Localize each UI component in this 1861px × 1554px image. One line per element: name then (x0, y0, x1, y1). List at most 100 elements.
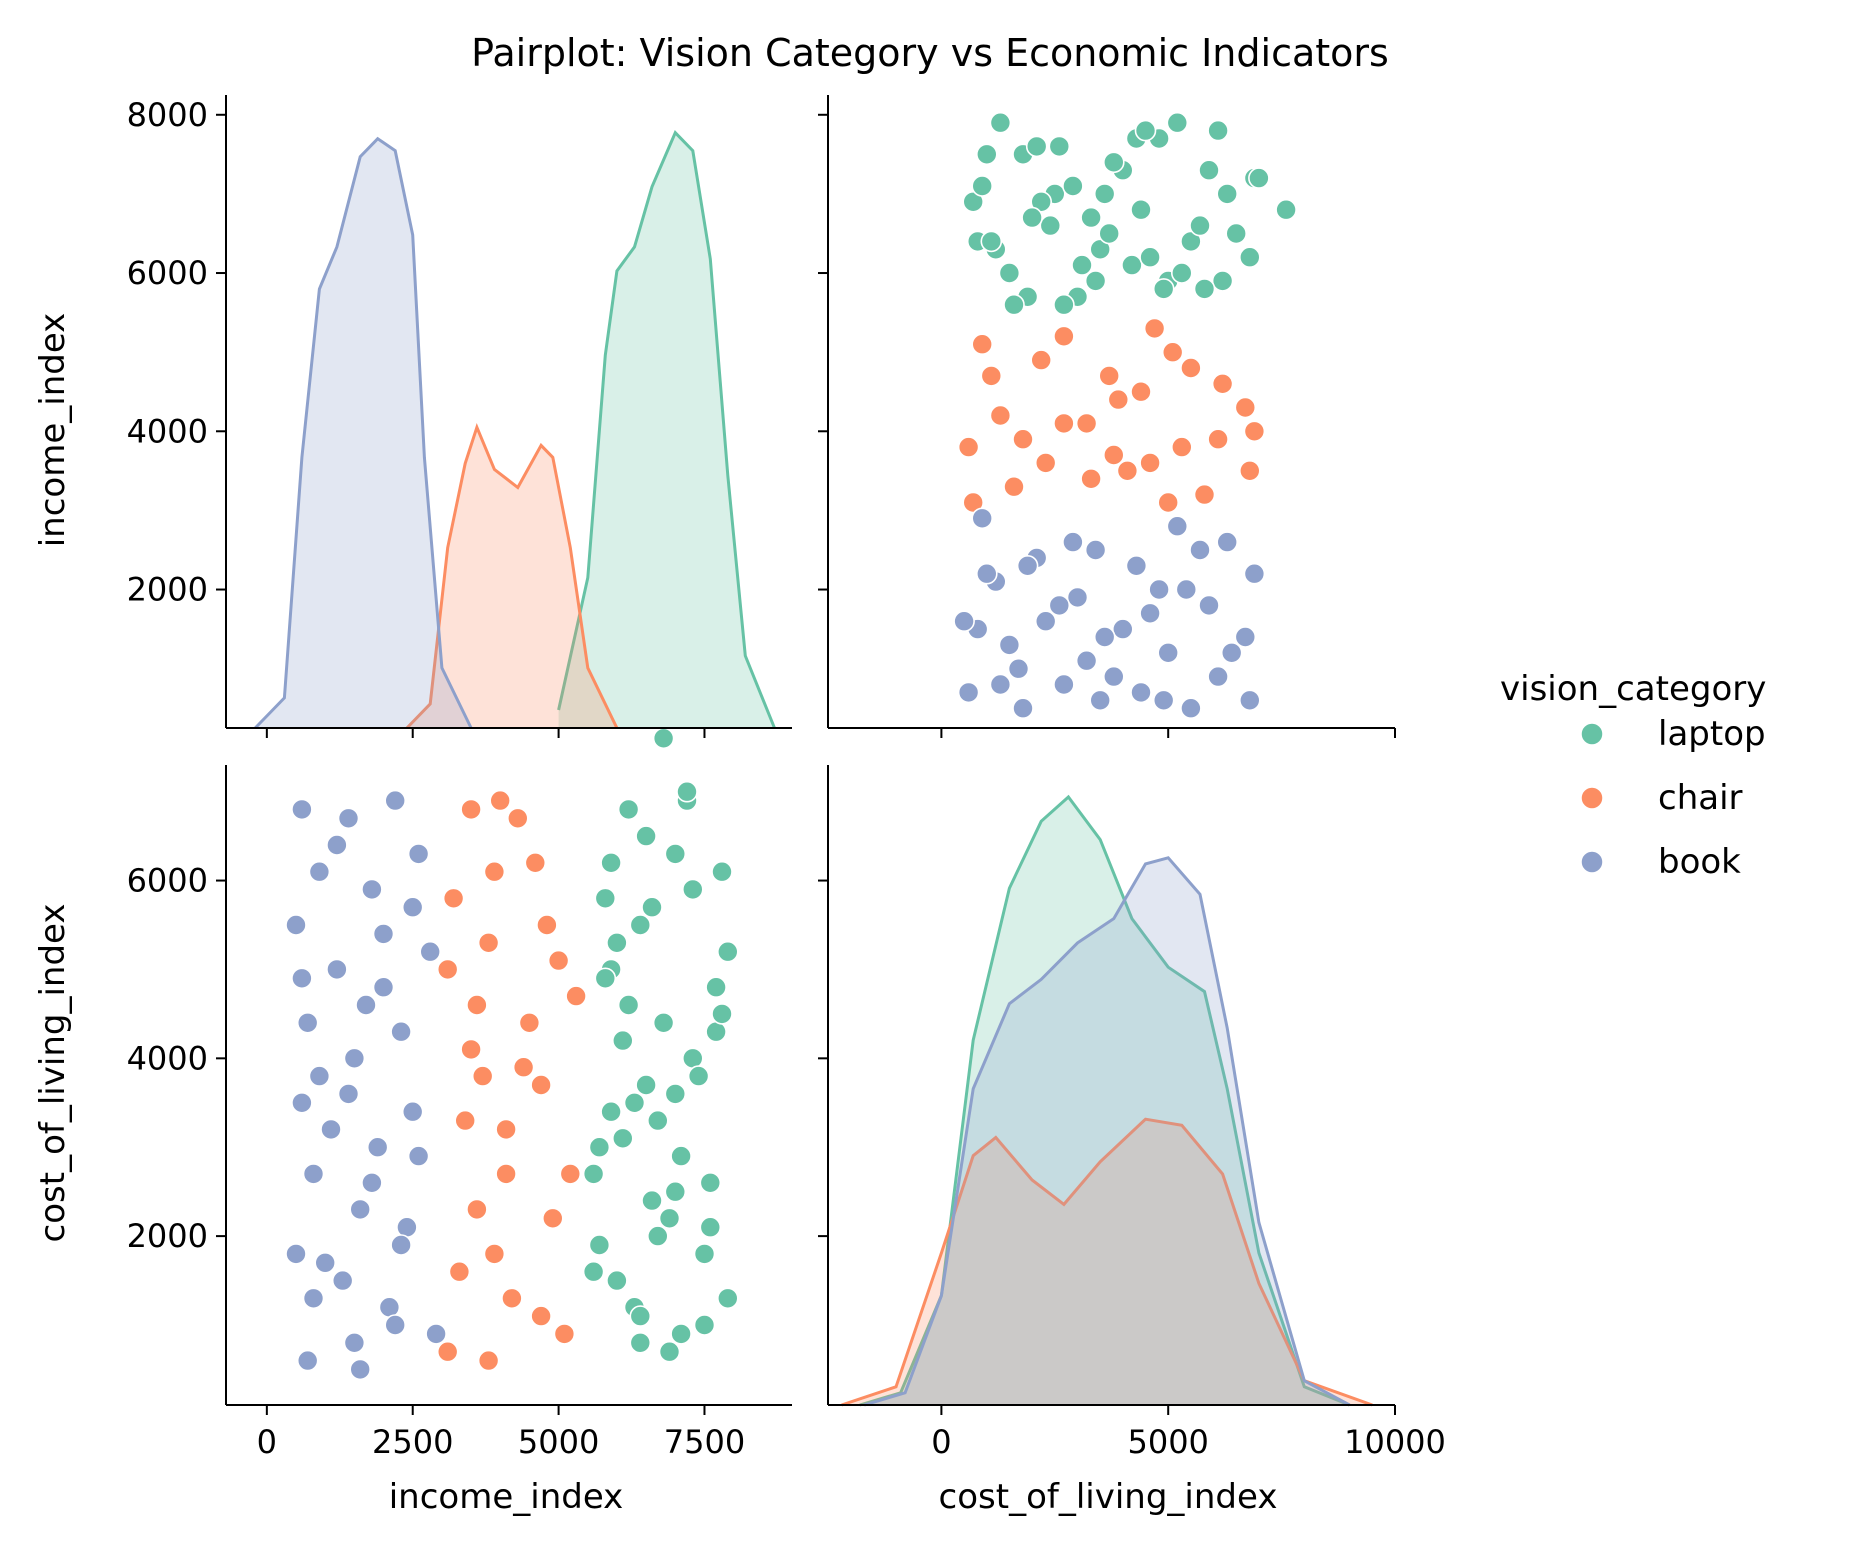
upper-scatter-point-book (1012, 697, 1034, 720)
lower-scatter-point-laptop (658, 1207, 681, 1230)
upper-scatter-point-book (1180, 697, 1202, 720)
lower-scatter-point-book (337, 807, 360, 830)
lower-scatter-point-chair (436, 1340, 459, 1363)
lower-scatter-point-laptop (646, 1109, 669, 1132)
upper-scatter-point-laptop (989, 111, 1012, 134)
upper-scatter-point-laptop (971, 175, 994, 197)
lower-scatter-point-book (419, 940, 442, 963)
lower-scatter-point-book (401, 1100, 424, 1123)
lower-scatter-point-book (291, 798, 313, 821)
upper-scatter-point-chair (1053, 325, 1075, 348)
upper-scatter-point-book (1125, 554, 1148, 577)
cost-x-tick-label: 5000 (1127, 1423, 1208, 1461)
upper-scatter-point-book (1075, 649, 1098, 672)
upper-scatter-point-book (989, 673, 1012, 696)
upper-scatter-point-laptop (1189, 214, 1211, 237)
panel-income-vs-cost-scatter (953, 111, 1297, 720)
lower-scatter-point-chair (495, 1118, 517, 1141)
lower-scatter-point-book (302, 1287, 325, 1310)
lower-scatter-point-laptop (600, 1100, 622, 1123)
lower-scatter-point-laptop (606, 931, 628, 954)
upper-scatter-point-laptop (1093, 183, 1116, 205)
lower-scatter-point-laptop (658, 1340, 681, 1363)
lower-scatter-point-chair (466, 994, 488, 1016)
upper-scatter-point-book (1112, 618, 1134, 640)
lower-scatter-point-laptop (582, 1163, 605, 1185)
upper-scatter-point-book (1189, 539, 1211, 561)
upper-scatter-point-chair (1080, 467, 1102, 490)
income-y-tick-label: 8000 (127, 96, 208, 134)
lower-scatter-point-chair (489, 789, 512, 812)
lower-scatter-point-laptop (664, 843, 687, 865)
upper-scatter-point-laptop (1275, 198, 1297, 221)
lower-scatter-point-book (407, 843, 430, 865)
lower-scatter-point-chair (460, 798, 482, 821)
y-axis-label-cost-of-living-index: cost_of_living_index (33, 904, 73, 1243)
lower-scatter-point-laptop (641, 1189, 663, 1212)
lower-scatter-point-chair (454, 1109, 477, 1132)
lower-scatter-point-chair (483, 860, 506, 883)
upper-scatter-point-chair (1030, 349, 1052, 371)
lower-scatter-point-chair (541, 1207, 564, 1230)
lower-scatter-point-book (308, 1065, 331, 1087)
lower-scatter-point-book (401, 896, 424, 919)
lower-scatter-point-chair (530, 1305, 552, 1327)
upper-scatter-point-chair (1143, 317, 1166, 340)
lower-scatter-point-chair (448, 1260, 471, 1283)
upper-scatter-point-chair (1053, 412, 1075, 435)
upper-scatter-point-book (957, 681, 980, 704)
income-kde-line-book (254, 136, 473, 730)
cost-kde-fill-laptop (859, 797, 1350, 1405)
upper-scatter-point-book (1084, 539, 1107, 561)
lower-scatter-point-laptop (699, 1172, 722, 1194)
lower-scatter-point-book (372, 923, 395, 945)
upper-scatter-point-book (1066, 586, 1089, 609)
upper-scatter-point-laptop (1048, 135, 1071, 158)
upper-scatter-point-laptop (1193, 278, 1216, 300)
legend-title: vision_category (1500, 669, 1766, 709)
income-y-tick-label: 2000 (127, 571, 208, 609)
panel-frames: 0 2500 5000 7500 0 5000 10000 2000 4000 6000 8000 2… (127, 95, 1446, 1461)
lower-scatter-point-book (291, 967, 313, 990)
lower-scatter-point-chair (553, 1323, 576, 1345)
lower-scatter-point-book (331, 1269, 354, 1292)
lower-scatter-point-laptop (693, 1314, 716, 1336)
upper-scatter-point-book (1007, 657, 1030, 680)
income-kde-line-chair (405, 422, 619, 730)
lower-scatter-point-chair (495, 1163, 517, 1185)
lower-scatter-point-chair (460, 1038, 482, 1061)
lower-scatter-point-laptop (716, 1287, 739, 1310)
lower-scatter-point-chair (506, 807, 529, 830)
lower-scatter-point-laptop (635, 1074, 657, 1096)
upper-scatter-point-chair (971, 333, 994, 356)
lower-scatter-point-laptop (664, 1083, 687, 1105)
lower-scatter-point-laptop (699, 1216, 722, 1238)
upper-scatter-point-chair (1139, 452, 1161, 474)
upper-scatter-point-book (1053, 673, 1075, 696)
upper-scatter-point-laptop (1103, 151, 1125, 174)
upper-scatter-point-laptop (1053, 293, 1075, 316)
upper-scatter-point-book (1239, 689, 1261, 712)
cost-y-tick-label: 2000 (127, 1217, 208, 1255)
upper-scatter-point-book (1234, 626, 1257, 648)
lower-scatter-point-laptop (652, 1011, 675, 1034)
lower-scatter-point-laptop (646, 1225, 669, 1247)
upper-scatter-point-laptop (1152, 278, 1175, 300)
upper-scatter-point-chair (1034, 452, 1057, 474)
lower-scatter-point-book (326, 834, 348, 856)
upper-scatter-point-book (953, 610, 975, 633)
lower-scatter-point-laptop (711, 1003, 733, 1025)
lower-scatter-point-laptop (681, 1047, 704, 1070)
lower-scatter-point-laptop (641, 896, 663, 919)
x-axis-label-income-index: income_index (389, 1477, 624, 1517)
upper-scatter-point-chair (989, 404, 1012, 427)
y-axis-label-income-index: income_index (33, 313, 73, 548)
lower-scatter-point-laptop (687, 1065, 710, 1087)
upper-scatter-point-laptop (1166, 111, 1189, 134)
upper-scatter-point-laptop (975, 143, 998, 166)
legend-label-book: book (1658, 842, 1741, 882)
lower-scatter-point-laptop (594, 967, 617, 990)
upper-scatter-point-laptop (1139, 246, 1161, 269)
lower-scatter-point-laptop (635, 825, 657, 847)
lower-scatter-point-laptop (681, 878, 704, 901)
